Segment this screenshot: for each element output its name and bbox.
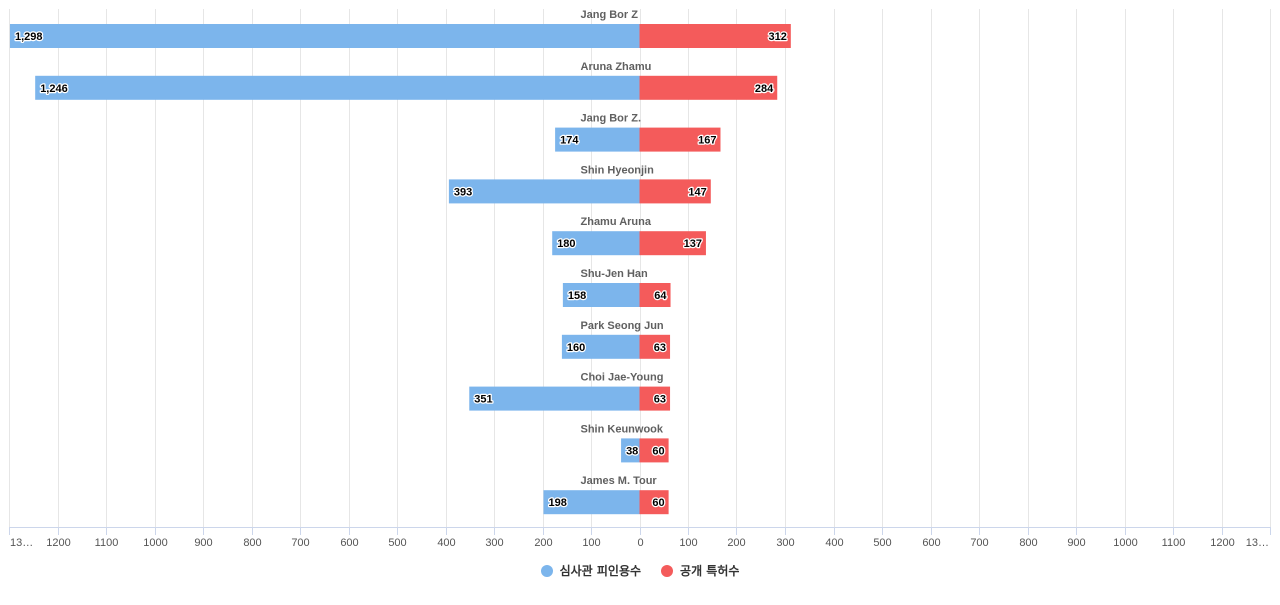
bar-patents[interactable] xyxy=(639,179,711,204)
x-tick-label: 600 xyxy=(922,537,940,549)
data-label-patents: 60 xyxy=(652,445,664,457)
legend: 심사관 피인용수 공개 특허수 xyxy=(0,562,1280,579)
category-label: Aruna Zhamu xyxy=(581,61,652,73)
x-tick-label: 400 xyxy=(437,537,455,549)
x-tick-label: 800 xyxy=(1019,537,1037,549)
x-tick-label: 700 xyxy=(970,537,988,549)
legend-item-patents[interactable]: 공개 특허수 xyxy=(661,562,739,579)
bar-citations[interactable] xyxy=(552,231,640,256)
data-label-patents: 312 xyxy=(768,31,786,43)
data-label-patents: 284 xyxy=(755,83,774,95)
x-tick-label: 300 xyxy=(776,537,794,549)
x-tick-label: 13… xyxy=(1246,537,1269,549)
bar-citations[interactable] xyxy=(555,127,640,152)
x-tick-label: 500 xyxy=(388,537,406,549)
data-label-patents: 60 xyxy=(652,497,664,509)
data-label-patents: 64 xyxy=(654,290,667,302)
x-tick-label: 1200 xyxy=(1210,537,1234,549)
x-tick-label: 1000 xyxy=(1113,537,1137,549)
x-tick-label: 200 xyxy=(534,537,552,549)
category-label: Park Seong Jun xyxy=(581,320,664,332)
data-label-citations: 180 xyxy=(557,238,575,250)
x-tick-label: 100 xyxy=(582,537,600,549)
category-label: Shu-Jen Han xyxy=(581,268,649,280)
x-tick-label: 1100 xyxy=(95,537,119,549)
x-tick-label: 1200 xyxy=(46,537,70,549)
bar-patents[interactable] xyxy=(639,24,791,48)
data-label-citations: 351 xyxy=(474,394,492,406)
bar-patents[interactable] xyxy=(639,386,671,411)
category-label: Jang Bor Z. xyxy=(581,113,642,125)
x-tick-label: 0 xyxy=(637,537,643,549)
bar-citations[interactable] xyxy=(562,283,640,307)
x-tick-label: 100 xyxy=(679,537,697,549)
x-tick-label: 900 xyxy=(1067,537,1085,549)
data-label-patents: 63 xyxy=(654,342,666,354)
bar-citations[interactable] xyxy=(561,334,640,359)
data-label-citations: 198 xyxy=(548,497,566,509)
bar-patents[interactable] xyxy=(639,438,669,463)
data-label-patents: 167 xyxy=(698,135,716,147)
x-tick-label: 200 xyxy=(727,537,745,549)
legend-marker-citations xyxy=(540,564,553,577)
data-label-citations: 174 xyxy=(560,135,579,147)
bar-citations[interactable] xyxy=(469,386,640,411)
legend-item-citations[interactable]: 심사관 피인용수 xyxy=(540,562,642,579)
data-label-citations: 393 xyxy=(454,186,472,198)
data-label-citations: 160 xyxy=(567,342,585,354)
x-tick-label: 900 xyxy=(194,537,212,549)
legend-label-citations: 심사관 피인용수 xyxy=(559,564,642,578)
category-label: Zhamu Aruna xyxy=(581,216,652,228)
data-label-patents: 137 xyxy=(684,238,702,250)
bar-patents[interactable] xyxy=(639,490,669,515)
x-tick-label: 500 xyxy=(873,537,891,549)
x-tick-label: 400 xyxy=(825,537,843,549)
legend-marker-patents xyxy=(661,564,674,577)
bar-patents[interactable] xyxy=(639,283,671,307)
x-tick-label: 700 xyxy=(291,537,309,549)
data-label-citations: 38 xyxy=(626,445,638,457)
x-tick-label: 800 xyxy=(243,537,261,549)
category-label: James M. Tour xyxy=(581,475,658,487)
x-tick-label: 13… xyxy=(10,537,33,549)
bar-patents[interactable] xyxy=(639,75,778,100)
data-label-patents: 63 xyxy=(654,394,666,406)
category-label: Shin Keunwook xyxy=(581,423,664,435)
bar-patents[interactable] xyxy=(639,231,706,256)
bar-citations[interactable] xyxy=(9,24,640,48)
category-label: Shin Hyeonjin xyxy=(581,164,655,176)
data-label-citations: 158 xyxy=(568,290,586,302)
category-label: Jang Bor Z xyxy=(581,9,639,21)
x-tick-label: 300 xyxy=(485,537,503,549)
bar-patents[interactable] xyxy=(639,334,671,359)
x-tick-label: 600 xyxy=(340,537,358,549)
data-label-citations: 1,298 xyxy=(15,31,43,43)
bar-citations[interactable] xyxy=(543,490,640,515)
bar-citations[interactable] xyxy=(35,75,640,100)
bar-patents[interactable] xyxy=(639,127,721,152)
bar-citations[interactable] xyxy=(448,179,640,204)
legend-label-patents: 공개 특허수 xyxy=(680,564,740,578)
data-label-citations: 1,246 xyxy=(40,83,68,95)
bar-citations[interactable] xyxy=(621,438,640,463)
data-label-patents: 147 xyxy=(688,186,706,198)
x-tick-label: 1000 xyxy=(143,537,167,549)
category-label: Choi Jae-Young xyxy=(581,372,664,384)
x-tick-label: 1100 xyxy=(1162,537,1186,549)
